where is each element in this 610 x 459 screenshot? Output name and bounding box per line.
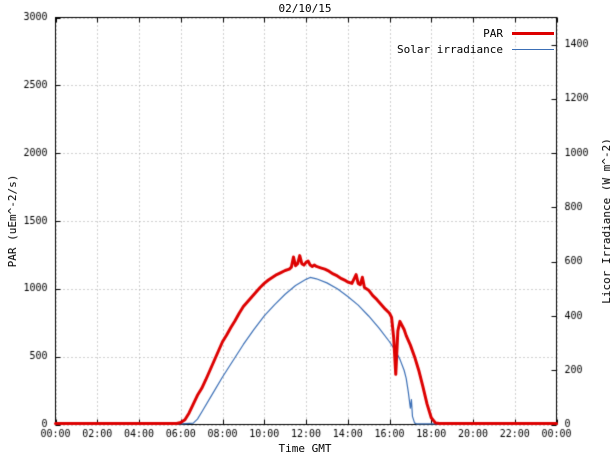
x-axis-label: Time GMT [278,442,332,455]
legend-line-par [512,31,554,35]
y-axis-label-right: Licor Irradiance (W m^-2) [600,138,610,304]
legend-label-solar: Solar irradiance [397,42,503,56]
legend-item-par: PAR [397,25,554,41]
legend-line-solar [512,48,554,50]
legend-label-par: PAR [483,26,503,40]
legend: PAR Solar irradiance [397,25,554,57]
chart-title: 02/10/15 [278,2,332,15]
legend-item-solar: Solar irradiance [397,41,554,57]
y-axis-label-left: PAR (uEm^-2/s) [6,174,19,268]
